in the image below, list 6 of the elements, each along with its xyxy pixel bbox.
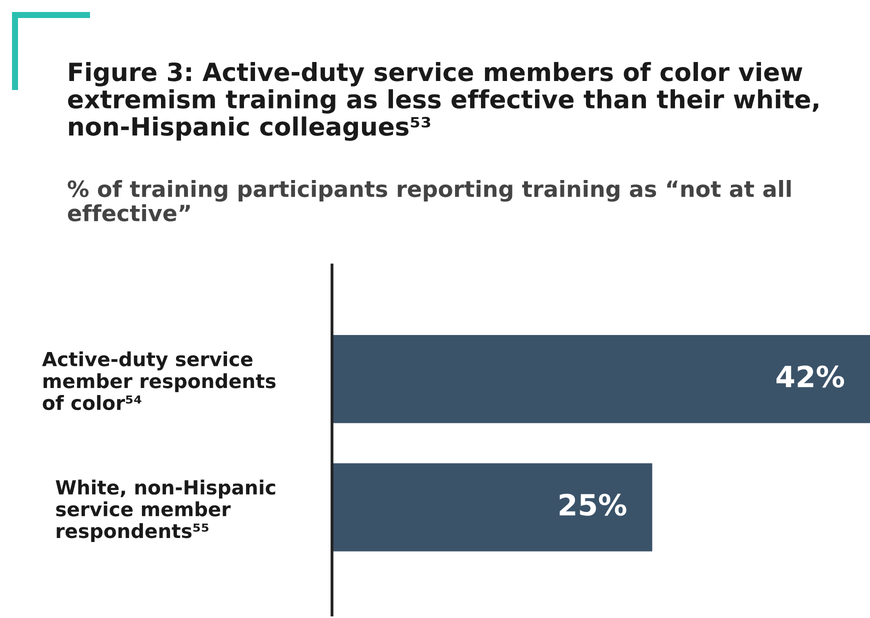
y-tick-label: White, non-Hispanic service member respondents⁵⁵ [56,480,276,542]
chart-title: Figure 3: Active-duty service members of color view extremism training as less effective than their white, non-Hispanic colleagues⁵³ [68,62,818,141]
y-tick-label: Active-duty service member respondents of color⁵⁴ [42,351,276,410]
chart-subtitle: % of training participants reporting training as “not at all effective” [68,180,791,222]
data-label: 42% [776,366,844,388]
data-label: 25% [560,494,626,516]
